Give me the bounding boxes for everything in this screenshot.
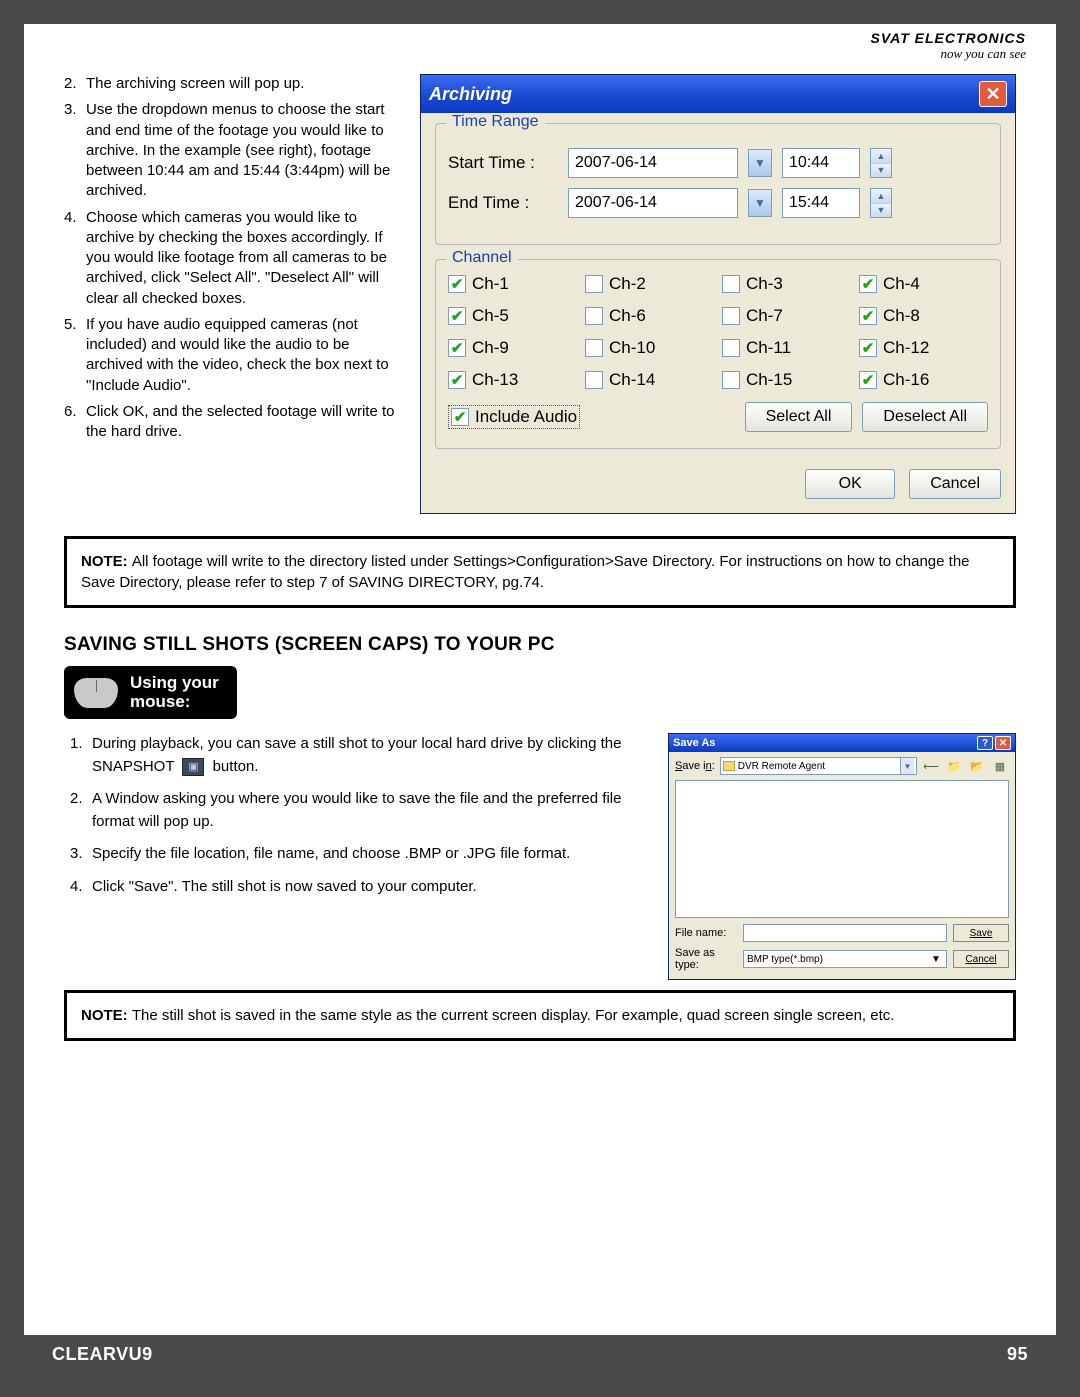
instruction-item: 5.If you have audio equipped cameras (no… [64,315,404,396]
instruction-item: 3.Use the dropdown menus to choose the s… [64,100,404,201]
deselect-all-button[interactable]: Deselect All [862,402,988,432]
channel-checkbox[interactable]: ✔Ch-1 [448,274,577,294]
save-button[interactable]: Save [953,924,1009,942]
channel-checkbox[interactable]: Ch-6 [585,306,714,326]
start-date-select[interactable]: 2007-06-14 [568,148,738,178]
back-icon[interactable]: ⟵ [922,757,940,775]
page-number: 95 [1007,1344,1028,1365]
channel-checkbox[interactable]: Ch-14 [585,370,714,390]
start-time-input[interactable]: 10:44 [782,148,860,178]
channel-checkbox[interactable]: Ch-3 [722,274,851,294]
dropdown-icon[interactable]: ▼ [748,149,772,177]
save-as-title: Save As [673,737,715,749]
channel-checkbox[interactable]: ✔Ch-12 [859,338,988,358]
up-icon[interactable]: 📁 [945,757,963,775]
channel-checkbox[interactable]: Ch-2 [585,274,714,294]
folder-icon [723,761,735,771]
instruction-item: 2.The archiving screen will pop up. [64,74,404,94]
section2-item: 4.Click "Save". The still shot is now sa… [64,876,648,899]
save-in-label: Save in: [675,760,715,772]
time-range-label: Time Range [446,113,545,131]
channel-checkbox[interactable]: ✔Ch-5 [448,306,577,326]
spinner-icon[interactable]: ▲▼ [870,188,892,218]
instructions-list: 2.The archiving screen will pop up. 3.Use… [64,74,404,442]
product-name: CLEARVU9 [52,1344,153,1365]
cancel-button[interactable]: Cancel [953,950,1009,968]
help-icon[interactable]: ? [977,736,993,750]
snapshot-icon: ▣ [182,758,204,776]
section2-item: 1.During playback, you can save a still … [64,733,648,778]
channel-checkbox[interactable]: ✔Ch-4 [859,274,988,294]
filename-label: File name: [675,927,737,939]
brand-text: SVAT ELECTRONICS [871,30,1027,46]
section2-list: 1.During playback, you can save a still … [64,733,648,898]
channel-checkbox[interactable]: ✔Ch-9 [448,338,577,358]
select-all-button[interactable]: Select All [745,402,853,432]
channel-checkbox[interactable]: ✔Ch-8 [859,306,988,326]
channel-label: Channel [446,249,518,267]
save-as-type-select[interactable]: BMP type(*.bmp)▼ [743,950,947,968]
close-icon[interactable]: ✕ [979,81,1007,107]
end-time-label: End Time : [448,193,558,213]
note-box-1: NOTE: All footage will write to the dire… [64,536,1016,608]
save-as-type-label: Save as type: [675,947,737,971]
save-as-dialog: Save As ? ✕ Save in: DVR Remote Agent ▼ … [668,733,1016,980]
dropdown-icon[interactable]: ▼ [748,189,772,217]
mouse-icon [74,678,118,708]
mouse-badge: Using yourmouse: [64,666,237,719]
file-list-area[interactable] [675,780,1009,918]
end-date-select[interactable]: 2007-06-14 [568,188,738,218]
archiving-dialog: Archiving ✕ Time Range Start Time : 2007… [420,74,1016,514]
channel-checkbox[interactable]: Ch-11 [722,338,851,358]
channel-checkbox[interactable]: ✔Ch-16 [859,370,988,390]
view-icon[interactable]: ▦ [991,757,1009,775]
filename-input[interactable] [743,924,947,942]
dialog-title: Archiving [429,84,512,105]
include-audio-checkbox[interactable]: ✔ Include Audio [448,405,580,429]
save-in-select[interactable]: DVR Remote Agent ▼ [720,757,917,775]
spinner-icon[interactable]: ▲▼ [870,148,892,178]
section2-item: 3.Specify the file location, file name, … [64,843,648,866]
section-heading: SAVING STILL SHOTS (SCREEN CAPS) TO YOUR… [64,634,1016,656]
note-box-2: NOTE: The still shot is saved in the sam… [64,990,1016,1041]
tagline-text: now you can see [871,46,1027,62]
channel-checkbox[interactable]: Ch-15 [722,370,851,390]
footer-bar: CLEARVU9 95 [24,1335,1056,1373]
start-time-label: Start Time : [448,153,558,173]
section2-item: 2.A Window asking you where you would li… [64,788,648,833]
ok-button[interactable]: OK [805,469,895,499]
channel-checkbox[interactable]: Ch-7 [722,306,851,326]
instruction-item: 4.Choose which cameras you would like to… [64,208,404,309]
cancel-button[interactable]: Cancel [909,469,1001,499]
end-time-input[interactable]: 15:44 [782,188,860,218]
channel-checkbox[interactable]: Ch-10 [585,338,714,358]
close-icon[interactable]: ✕ [995,736,1011,750]
channel-checkbox[interactable]: ✔Ch-13 [448,370,577,390]
instruction-item: 6.Click OK, and the selected footage wil… [64,402,404,443]
new-folder-icon[interactable]: 📂 [968,757,986,775]
